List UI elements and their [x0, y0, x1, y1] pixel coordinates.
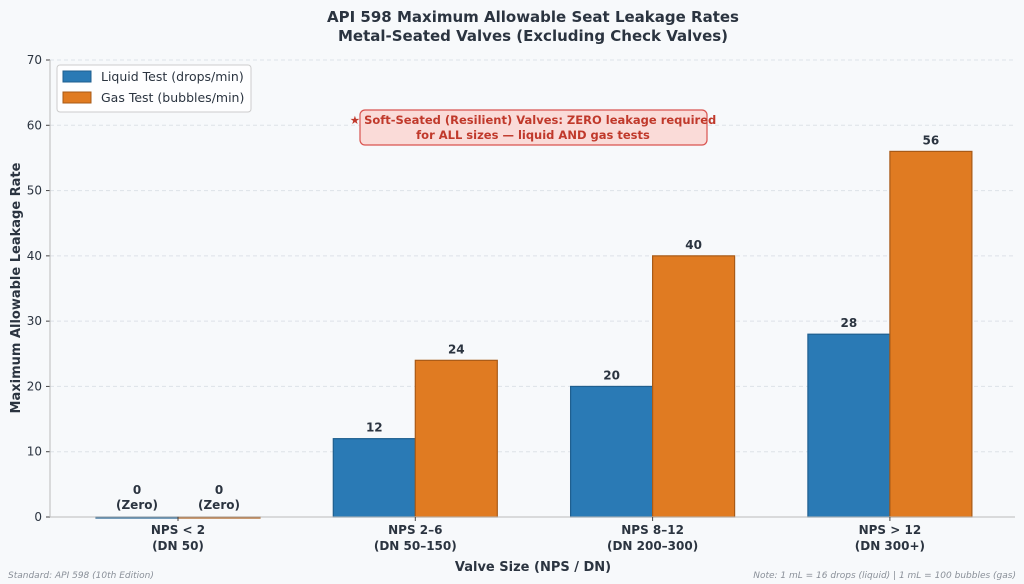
- x-tick-label: NPS 8–12: [621, 523, 684, 537]
- legend-swatch-gas: [62, 91, 92, 104]
- y-tick-label: 30: [27, 314, 42, 328]
- legend-swatch-liquid: [62, 70, 92, 83]
- bar-liquid: [332, 438, 416, 518]
- legend-label-liquid: Liquid Test (drops/min): [101, 69, 244, 84]
- chart-subtitle: Metal-Seated Valves (Excluding Check Val…: [338, 27, 728, 45]
- data-label: 20: [603, 368, 620, 382]
- y-tick-label: 40: [27, 249, 42, 263]
- x-tick-label-dn: (DN 50): [152, 539, 204, 553]
- annotation-line-1: ★ Soft-Seated (Resilient) Valves: ZERO l…: [350, 113, 717, 127]
- footnote-standard: Standard: API 598 (10th Edition): [8, 571, 154, 581]
- bar-liquid: [807, 333, 891, 518]
- data-label: 12: [366, 421, 383, 435]
- data-label-zero: (Zero): [198, 498, 240, 512]
- data-label: 24: [448, 342, 465, 356]
- data-label: 40: [685, 238, 702, 252]
- y-tick-label: 60: [27, 118, 42, 132]
- bar-liquid: [569, 385, 654, 518]
- data-label: 0: [215, 483, 223, 497]
- footnote-conversion: Note: 1 mL = 16 drops (liquid) | 1 mL = …: [753, 571, 1016, 581]
- x-axis-label: Valve Size (NPS / DN): [455, 560, 611, 575]
- annotation-box: ★ Soft-Seated (Resilient) Valves: ZERO l…: [350, 109, 717, 146]
- y-tick-label: 70: [27, 53, 42, 67]
- data-label: 56: [923, 133, 940, 147]
- chart-title: API 598 Maximum Allowable Seat Leakage R…: [327, 8, 739, 26]
- annotation-background: [359, 109, 708, 146]
- legend-box: [56, 64, 252, 113]
- data-label: 0: [133, 483, 141, 497]
- x-tick-label: NPS < 2: [151, 523, 205, 537]
- y-tick-label: 10: [27, 445, 42, 459]
- bar-gas: [889, 150, 973, 518]
- x-tick-label-dn: (DN 200–300): [607, 539, 698, 553]
- annotation-line-2: for ALL sizes — liquid AND gas tests: [416, 128, 650, 142]
- y-axis-label: Maximum Allowable Leakage Rate: [9, 162, 24, 413]
- data-label: 28: [841, 316, 858, 330]
- bar-gas: [651, 255, 736, 518]
- x-tick-label: NPS > 12: [859, 523, 922, 537]
- legend: Liquid Test (drops/min) Gas Test (bubble…: [56, 64, 252, 113]
- y-tick-label: 0: [34, 510, 42, 524]
- x-tick-label-dn: (DN 50–150): [374, 539, 457, 553]
- y-tick-label: 50: [27, 184, 42, 198]
- x-tick-label: NPS 2–6: [388, 523, 442, 537]
- bar-gas: [414, 359, 498, 518]
- y-tick-label: 20: [27, 379, 42, 393]
- legend-label-gas: Gas Test (bubbles/min): [101, 90, 244, 105]
- data-label-zero: (Zero): [116, 498, 158, 512]
- x-tick-label-dn: (DN 300+): [855, 539, 925, 553]
